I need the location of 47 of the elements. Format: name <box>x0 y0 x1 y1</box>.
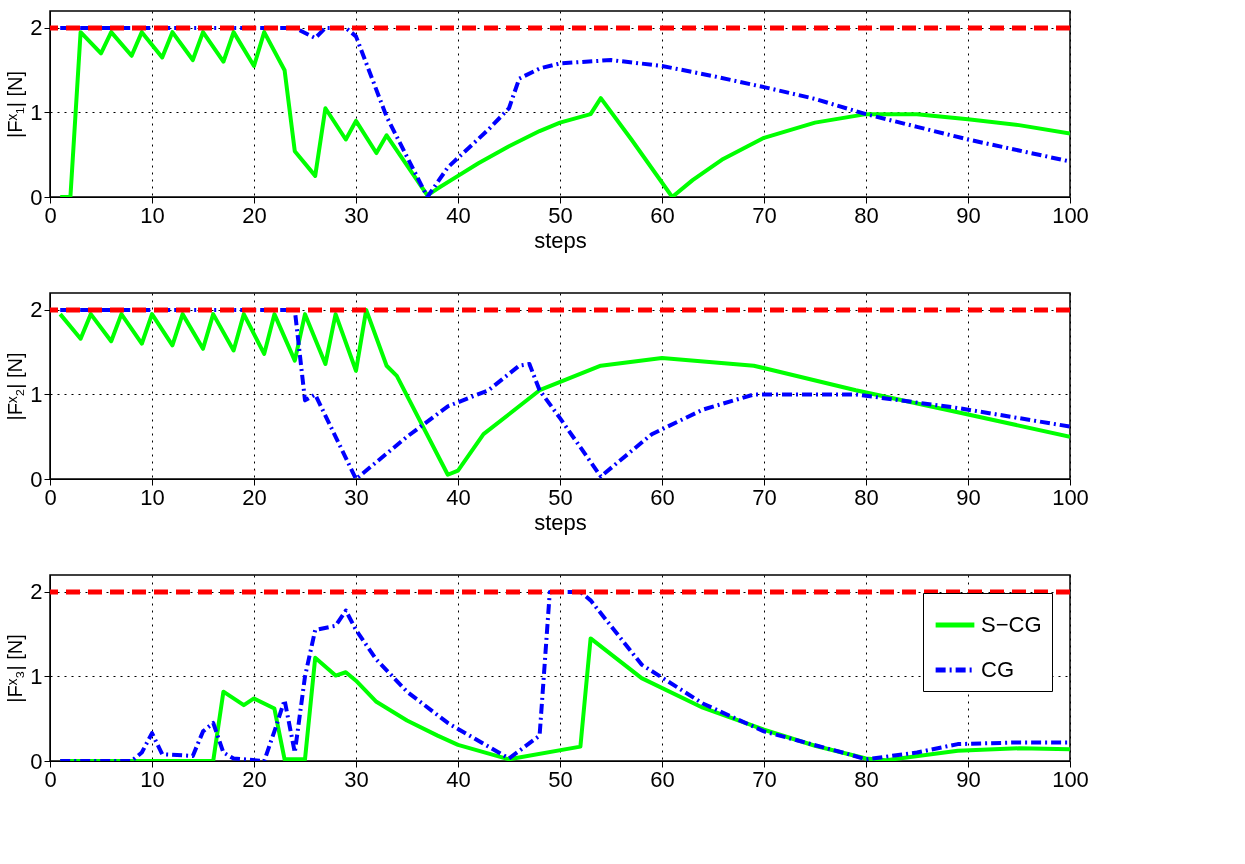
x-axis-title: steps <box>534 227 587 253</box>
x-axis-title: steps <box>534 509 587 535</box>
y-tick-label: 2 <box>30 297 43 323</box>
x-tick-label: 40 <box>446 202 471 228</box>
y-tick-label: 2 <box>30 15 43 41</box>
x-tick-label: 40 <box>446 766 471 792</box>
x-tick-label: 10 <box>140 484 165 510</box>
y-tick-label: 2 <box>30 579 43 605</box>
y-axis-title: |Fˣ₃| [N] <box>4 634 27 703</box>
x-tick-label: 10 <box>140 202 165 228</box>
x-tick-label: 20 <box>242 484 267 510</box>
y-tick-label: 0 <box>30 466 43 492</box>
x-tick-label: 20 <box>242 766 267 792</box>
x-tick-label: 60 <box>650 766 675 792</box>
x-tick-label: 90 <box>956 202 981 228</box>
y-axis-title: |Fˣ₁| [N] <box>4 70 27 139</box>
x-tick-label: 50 <box>548 766 573 792</box>
legend-label: CG <box>981 657 1014 682</box>
x-tick-label: 30 <box>344 484 369 510</box>
x-tick-label: 90 <box>956 766 981 792</box>
x-tick-label: 80 <box>854 484 879 510</box>
x-tick-label: 50 <box>548 202 573 228</box>
x-tick-label: 60 <box>650 202 675 228</box>
y-axis-title: |Fˣ₂| [N] <box>4 352 27 421</box>
y-tick-label: 1 <box>30 381 43 407</box>
x-tick-label: 60 <box>650 484 675 510</box>
x-tick-label: 50 <box>548 484 573 510</box>
x-tick-label: 30 <box>344 202 369 228</box>
y-tick-label: 0 <box>30 748 43 774</box>
x-tick-label: 100 <box>1052 202 1089 228</box>
x-tick-label: 40 <box>446 484 471 510</box>
x-tick-label: 70 <box>752 202 777 228</box>
legend-label: S−CG <box>981 612 1042 637</box>
x-tick-label: 10 <box>140 766 165 792</box>
x-tick-label: 20 <box>242 202 267 228</box>
x-tick-label: 100 <box>1052 766 1089 792</box>
x-tick-label: 90 <box>956 484 981 510</box>
x-tick-label: 80 <box>854 202 879 228</box>
x-tick-label: 100 <box>1052 484 1089 510</box>
x-tick-label: 70 <box>752 484 777 510</box>
x-tick-label: 80 <box>854 766 879 792</box>
x-tick-label: 70 <box>752 766 777 792</box>
x-tick-label: 30 <box>344 766 369 792</box>
y-tick-label: 0 <box>30 184 43 210</box>
line-series <box>58 589 1070 761</box>
y-tick-label: 1 <box>30 99 43 125</box>
y-tick-label: 1 <box>30 663 43 689</box>
